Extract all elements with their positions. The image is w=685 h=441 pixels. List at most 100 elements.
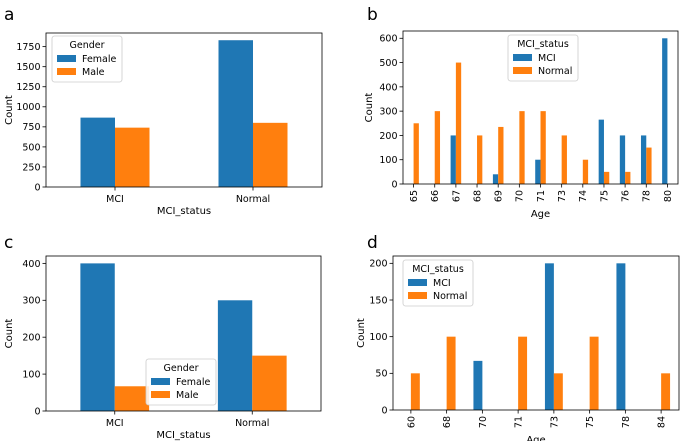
x-tick-label: 78 [621, 416, 632, 428]
panel-b: b 0 100 200 300 400 500 600 65 66 67 68 69 70 71 73 74 75… [364, 5, 679, 220]
legend-swatch-male [57, 68, 76, 75]
legend-item-female: Female [82, 54, 117, 65]
legend-swatch-female [57, 55, 76, 62]
bar-female-MCI [80, 263, 115, 411]
bar-male-Normal [253, 122, 288, 187]
y-axis-label: Count [356, 318, 367, 348]
y-tick-label: 750 [22, 122, 40, 133]
y-tick-label: 1250 [16, 82, 40, 93]
bar-male-MCI [114, 386, 150, 411]
x-tick-label: 80 [663, 190, 674, 202]
legend-swatch-normal [513, 67, 532, 74]
y-tick-label: 0 [381, 405, 387, 416]
legend-swatch-mci [408, 279, 427, 286]
bar-female-Normal [218, 40, 253, 187]
bar-normal-75 [603, 171, 610, 184]
legend-title: Gender [163, 363, 198, 374]
legend-swatch-mci [513, 54, 532, 61]
x-tick-label: Normal [236, 194, 270, 205]
y-axis-label: Count [4, 319, 15, 349]
y-tick-label: 500 [379, 58, 397, 69]
x-tick-label: 66 [430, 190, 441, 202]
bar-female-Normal [217, 300, 253, 411]
y-tick-label: 200 [369, 259, 387, 270]
bar-normal-78 [646, 147, 652, 184]
bar-normal-68 [477, 135, 483, 184]
x-tick-label: 73 [557, 190, 568, 202]
legend-swatch-female [151, 378, 170, 385]
legend-title: MCI_status [517, 39, 569, 50]
panel-letter: a [4, 5, 14, 25]
bar-mci-75 [598, 119, 604, 184]
bar-mci-78 [640, 135, 647, 184]
x-tick-label: 71 [514, 416, 525, 428]
y-tick-label: 50 [375, 369, 387, 380]
legend-item-normal: Normal [538, 66, 572, 77]
y-tick-label: 200 [22, 333, 40, 344]
legend: MCI_status MCI Normal [507, 34, 579, 82]
y-tick-label: 500 [22, 142, 40, 153]
y-tick-label: 100 [22, 369, 40, 380]
bar-mci-69 [492, 174, 499, 184]
legend-item-mci: MCI [433, 278, 451, 289]
bar-normal-73 [553, 373, 563, 410]
bar-normal-67 [455, 62, 462, 184]
y-tick-label: 1750 [16, 42, 40, 53]
y-tick-label: 100 [369, 332, 387, 343]
x-tick-label: 75 [585, 416, 596, 428]
bar-normal-68 [446, 336, 456, 410]
panel-d: d 0 50 100 150 200 60 68 70 71 73 75 78 84 Age Count MCI… [356, 233, 680, 441]
legend: Gender Female Male [51, 35, 123, 83]
legend-item-male: Male [82, 67, 105, 78]
y-tick-label: 300 [22, 296, 40, 307]
x-tick-label: 73 [549, 416, 560, 428]
x-axis-label: MCI_status [157, 206, 211, 217]
x-axis-label: MCI_status [156, 430, 210, 441]
y-tick-label: 600 [379, 34, 397, 45]
bar-normal-71 [540, 111, 546, 184]
bar-mci-80 [662, 38, 668, 184]
x-tick-label: 70 [478, 416, 489, 428]
panel-letter: d [367, 233, 378, 253]
y-tick-label: 0 [34, 406, 40, 417]
x-axis-label: Age [526, 435, 545, 441]
axes-frame [45, 32, 323, 188]
bar-normal-60 [410, 373, 420, 410]
y-axis-label: Count [364, 93, 375, 123]
x-tick-label: 78 [642, 190, 653, 202]
panel-a: a 0 250 500 750 1000 1250 1500 1750 MCI Normal MCI_… [4, 5, 323, 217]
x-tick-label: 74 [578, 190, 589, 202]
y-tick-label: 400 [379, 82, 397, 93]
bar-normal-71 [518, 336, 528, 410]
y-tick-label: 150 [369, 295, 387, 306]
y-tick-label: 1000 [16, 102, 40, 113]
panel-letter: b [367, 5, 378, 25]
legend-item-female: Female [176, 377, 211, 388]
bar-normal-75 [589, 336, 599, 410]
bar-normal-73 [561, 135, 567, 184]
bar-normal-76 [625, 171, 631, 184]
legend: Gender Female Male [145, 358, 217, 406]
x-tick-label: 68 [472, 190, 483, 202]
x-tick-label: 68 [442, 416, 453, 428]
bar-mci-71 [535, 159, 541, 184]
bar-normal-69 [498, 126, 504, 184]
x-tick-label: 65 [409, 190, 420, 202]
x-tick-label: 69 [494, 190, 505, 202]
legend-item-mci: MCI [538, 53, 556, 64]
bar-normal-65 [413, 123, 419, 184]
bar-normal-66 [434, 111, 441, 184]
legend-title: Gender [69, 40, 104, 51]
x-tick-label: Normal [235, 418, 269, 429]
x-tick-label: MCI [106, 418, 124, 429]
y-tick-label: 0 [34, 182, 40, 193]
bar-female-MCI [80, 117, 115, 187]
bar-normal-70 [519, 111, 525, 184]
y-tick-label: 400 [22, 259, 40, 270]
x-tick-label: 60 [406, 416, 417, 428]
bar-normal-74 [582, 159, 589, 184]
legend-item-normal: Normal [433, 291, 467, 302]
y-tick-label: 250 [22, 162, 40, 173]
axes-frame [392, 255, 680, 411]
